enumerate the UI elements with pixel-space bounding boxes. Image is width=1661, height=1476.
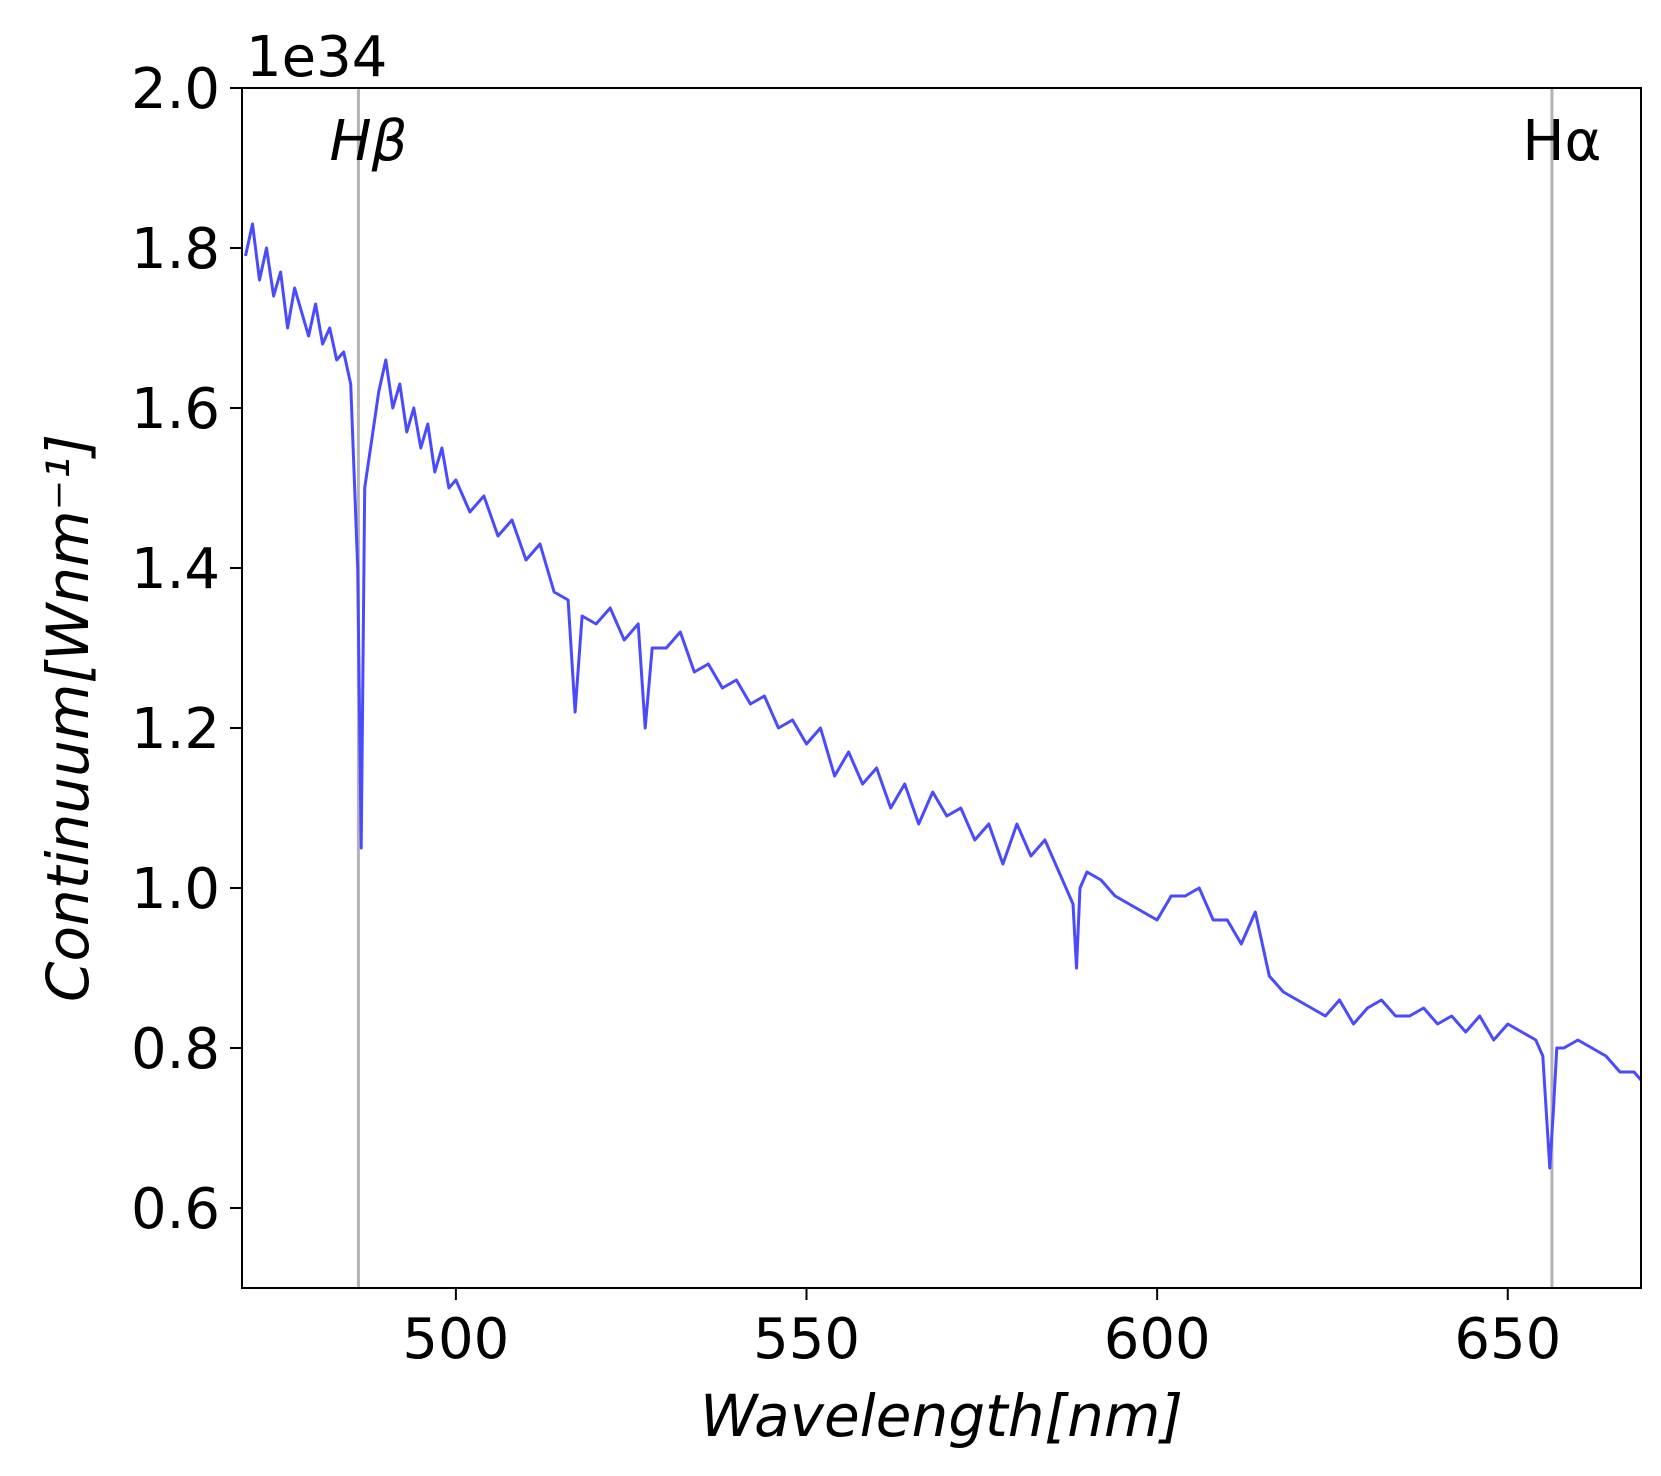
x-tick-label-2: 600 [1104,1307,1211,1372]
y-tick-label-3: 1.2 [131,697,220,762]
y-tick-label-0: 0.6 [131,1177,220,1242]
x-axis: 500 550 600 650 [402,1288,1561,1372]
x-tick-label-3: 650 [1454,1307,1561,1372]
x-axis-label: Wavelength[nm] [700,1382,1183,1450]
y-axis-label: Continuum[Wnm⁻¹] [34,434,102,1002]
y-axis: 0.6 0.8 1.0 1.2 1.4 1.6 1.8 2.0 [131,57,242,1242]
x-tick-label-1: 550 [753,1307,860,1372]
y-tick-label-4: 1.4 [131,537,220,602]
plot-frame [241,87,1642,1289]
y-tick-label-6: 1.8 [131,217,220,282]
x-tick-label-0: 500 [402,1307,509,1372]
y-tick-label-5: 1.6 [131,377,220,442]
y-tick-label-1: 0.8 [131,1017,220,1082]
y-tick-label-7: 2.0 [131,57,220,122]
reference-lines: Hβ Hα [329,88,1601,1288]
y-tick-label-2: 1.0 [131,857,220,922]
y-offset-label: 1e34 [246,25,387,90]
reference-line-label-0: Hβ [329,109,407,174]
series-layer [244,222,1643,1170]
reference-line-label-1: Hα [1522,109,1601,174]
series-line-0 [244,222,1643,1170]
